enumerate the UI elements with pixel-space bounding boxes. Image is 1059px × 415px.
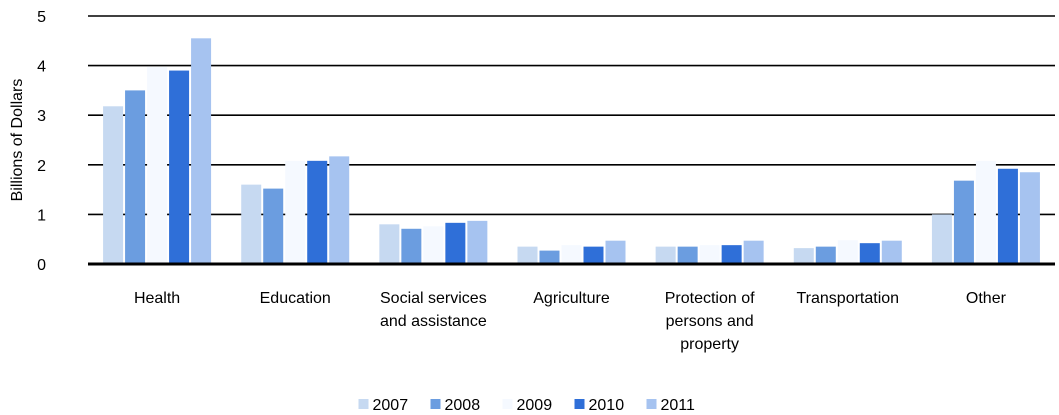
bars bbox=[103, 38, 1040, 265]
legend-swatch bbox=[430, 399, 441, 409]
gridlines bbox=[88, 15, 1055, 216]
bar-2011 bbox=[329, 156, 350, 264]
x-tick-label: Education bbox=[260, 290, 331, 307]
x-tick-label: Transportation bbox=[796, 290, 899, 307]
bar-2011 bbox=[743, 240, 764, 264]
legend-item-2008: 2008 bbox=[430, 397, 481, 414]
legend-item-2011: 2011 bbox=[646, 397, 696, 414]
bar-2008 bbox=[953, 180, 974, 264]
bar-2008 bbox=[677, 246, 698, 264]
y-axis-ticks: 0 1 2 3 4 5 bbox=[37, 9, 46, 274]
bar-2009 bbox=[975, 160, 996, 264]
bar-2007 bbox=[379, 224, 400, 264]
bar-2008 bbox=[263, 188, 284, 264]
bar-2007 bbox=[931, 214, 952, 264]
y-tick-label: 4 bbox=[37, 59, 46, 76]
legend-swatch bbox=[574, 399, 585, 409]
bar-2009 bbox=[561, 245, 582, 264]
legend-label: 2008 bbox=[445, 397, 481, 414]
y-tick-label: 1 bbox=[37, 207, 46, 224]
x-tick-label: Protection of persons and property bbox=[665, 290, 755, 353]
x-tick-label: Agriculture bbox=[533, 290, 610, 307]
legend: 2007 2008 2009 2010 2011 bbox=[358, 397, 696, 414]
y-tick-label: 3 bbox=[37, 108, 46, 125]
bar-2010 bbox=[307, 160, 328, 264]
bar-2009 bbox=[147, 67, 168, 264]
bar-2008 bbox=[401, 228, 422, 264]
bar-2008 bbox=[539, 250, 560, 264]
y-tick-label: 2 bbox=[37, 158, 46, 175]
legend-label: 2007 bbox=[373, 397, 409, 414]
bar-2007 bbox=[103, 106, 124, 264]
bar-2011 bbox=[881, 240, 902, 264]
y-tick-label: 0 bbox=[37, 257, 46, 274]
legend-item-2009: 2009 bbox=[502, 397, 553, 414]
y-tick-label: 5 bbox=[37, 9, 46, 26]
bar-2011 bbox=[467, 220, 488, 264]
bar-2009 bbox=[423, 226, 444, 264]
legend-label: 2011 bbox=[661, 397, 696, 414]
bar-2011 bbox=[1019, 172, 1040, 264]
legend-swatch bbox=[646, 399, 657, 409]
legend-item-2010: 2010 bbox=[574, 397, 625, 414]
bar-2010 bbox=[169, 70, 190, 264]
legend-swatch bbox=[502, 399, 513, 409]
bar-2009 bbox=[837, 240, 858, 264]
legend-label: 2010 bbox=[589, 397, 625, 414]
bar-2010 bbox=[859, 243, 880, 264]
legend-item-2007: 2007 bbox=[358, 397, 409, 414]
bar-2011 bbox=[605, 240, 626, 264]
bar-2011 bbox=[191, 38, 212, 264]
y-axis-label: Billions of Dollars bbox=[9, 79, 26, 202]
x-axis-ticks: Health Education Social services and assist… bbox=[134, 290, 1007, 353]
bar-2009 bbox=[699, 245, 720, 264]
bar-2008 bbox=[125, 90, 146, 265]
bar-2009 bbox=[285, 160, 306, 264]
x-tick-label: Health bbox=[134, 290, 180, 307]
bar-2010 bbox=[997, 168, 1018, 264]
bar-2007 bbox=[517, 246, 538, 264]
bar-2008 bbox=[815, 246, 836, 264]
x-tick-label: Other bbox=[966, 290, 1007, 307]
bar-2007 bbox=[241, 184, 262, 264]
bar-2007 bbox=[655, 246, 676, 264]
legend-label: 2009 bbox=[517, 397, 553, 414]
bar-2007 bbox=[793, 248, 814, 264]
bar-2010 bbox=[721, 245, 742, 264]
x-tick-label: Social services and assistance bbox=[380, 290, 487, 330]
bar-2010 bbox=[583, 246, 604, 264]
bar-2010 bbox=[445, 222, 466, 264]
legend-swatch bbox=[358, 399, 369, 409]
